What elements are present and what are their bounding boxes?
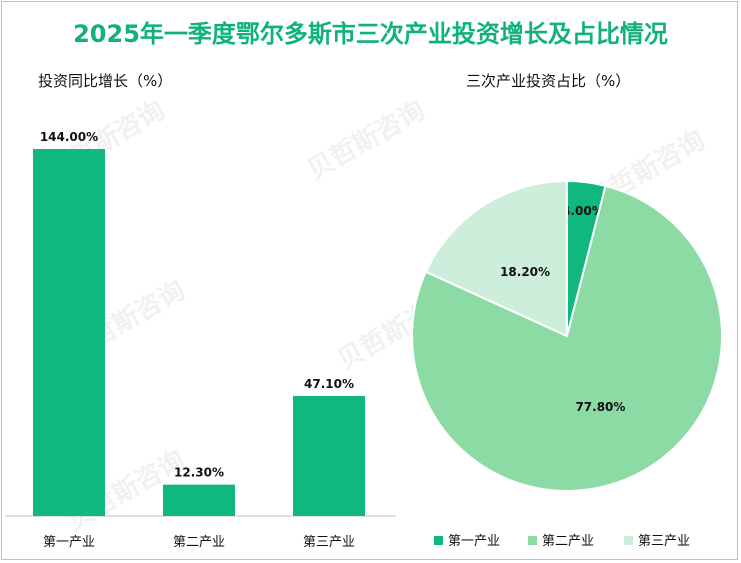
legend-label: 第二产业 (542, 534, 594, 549)
bar-3 (293, 395, 365, 516)
pie-value-label: 77.80% (575, 400, 625, 414)
bar-1 (33, 149, 105, 516)
legend-label: 第三产业 (638, 534, 690, 549)
x-tick-label: 第一产业 (43, 535, 95, 550)
bar-value-label: 144.00% (40, 130, 98, 144)
bar-2 (163, 484, 235, 516)
x-tick-label: 第三产业 (303, 535, 355, 550)
bar-chart-title: 投资同比增长（%） (38, 72, 173, 90)
legend-swatch (434, 536, 443, 545)
page-title: 2025年一季度鄂尔多斯市三次产业投资增长及占比情况 (73, 20, 668, 48)
legend-swatch (528, 536, 537, 545)
pie-value-label: 18.20% (500, 265, 550, 279)
pie-value-label: 4.00% (562, 204, 604, 218)
bar-value-label: 12.30% (174, 466, 224, 480)
legend-label: 第一产业 (448, 534, 500, 549)
pie-chart-title: 三次产业投资占比（%） (466, 72, 631, 90)
legend-swatch (624, 536, 633, 545)
pie-slice-3 (424, 179, 568, 338)
bar-value-label: 47.10% (304, 377, 354, 391)
pie-slice-2 (411, 184, 723, 492)
x-tick-label: 第二产业 (173, 535, 225, 550)
